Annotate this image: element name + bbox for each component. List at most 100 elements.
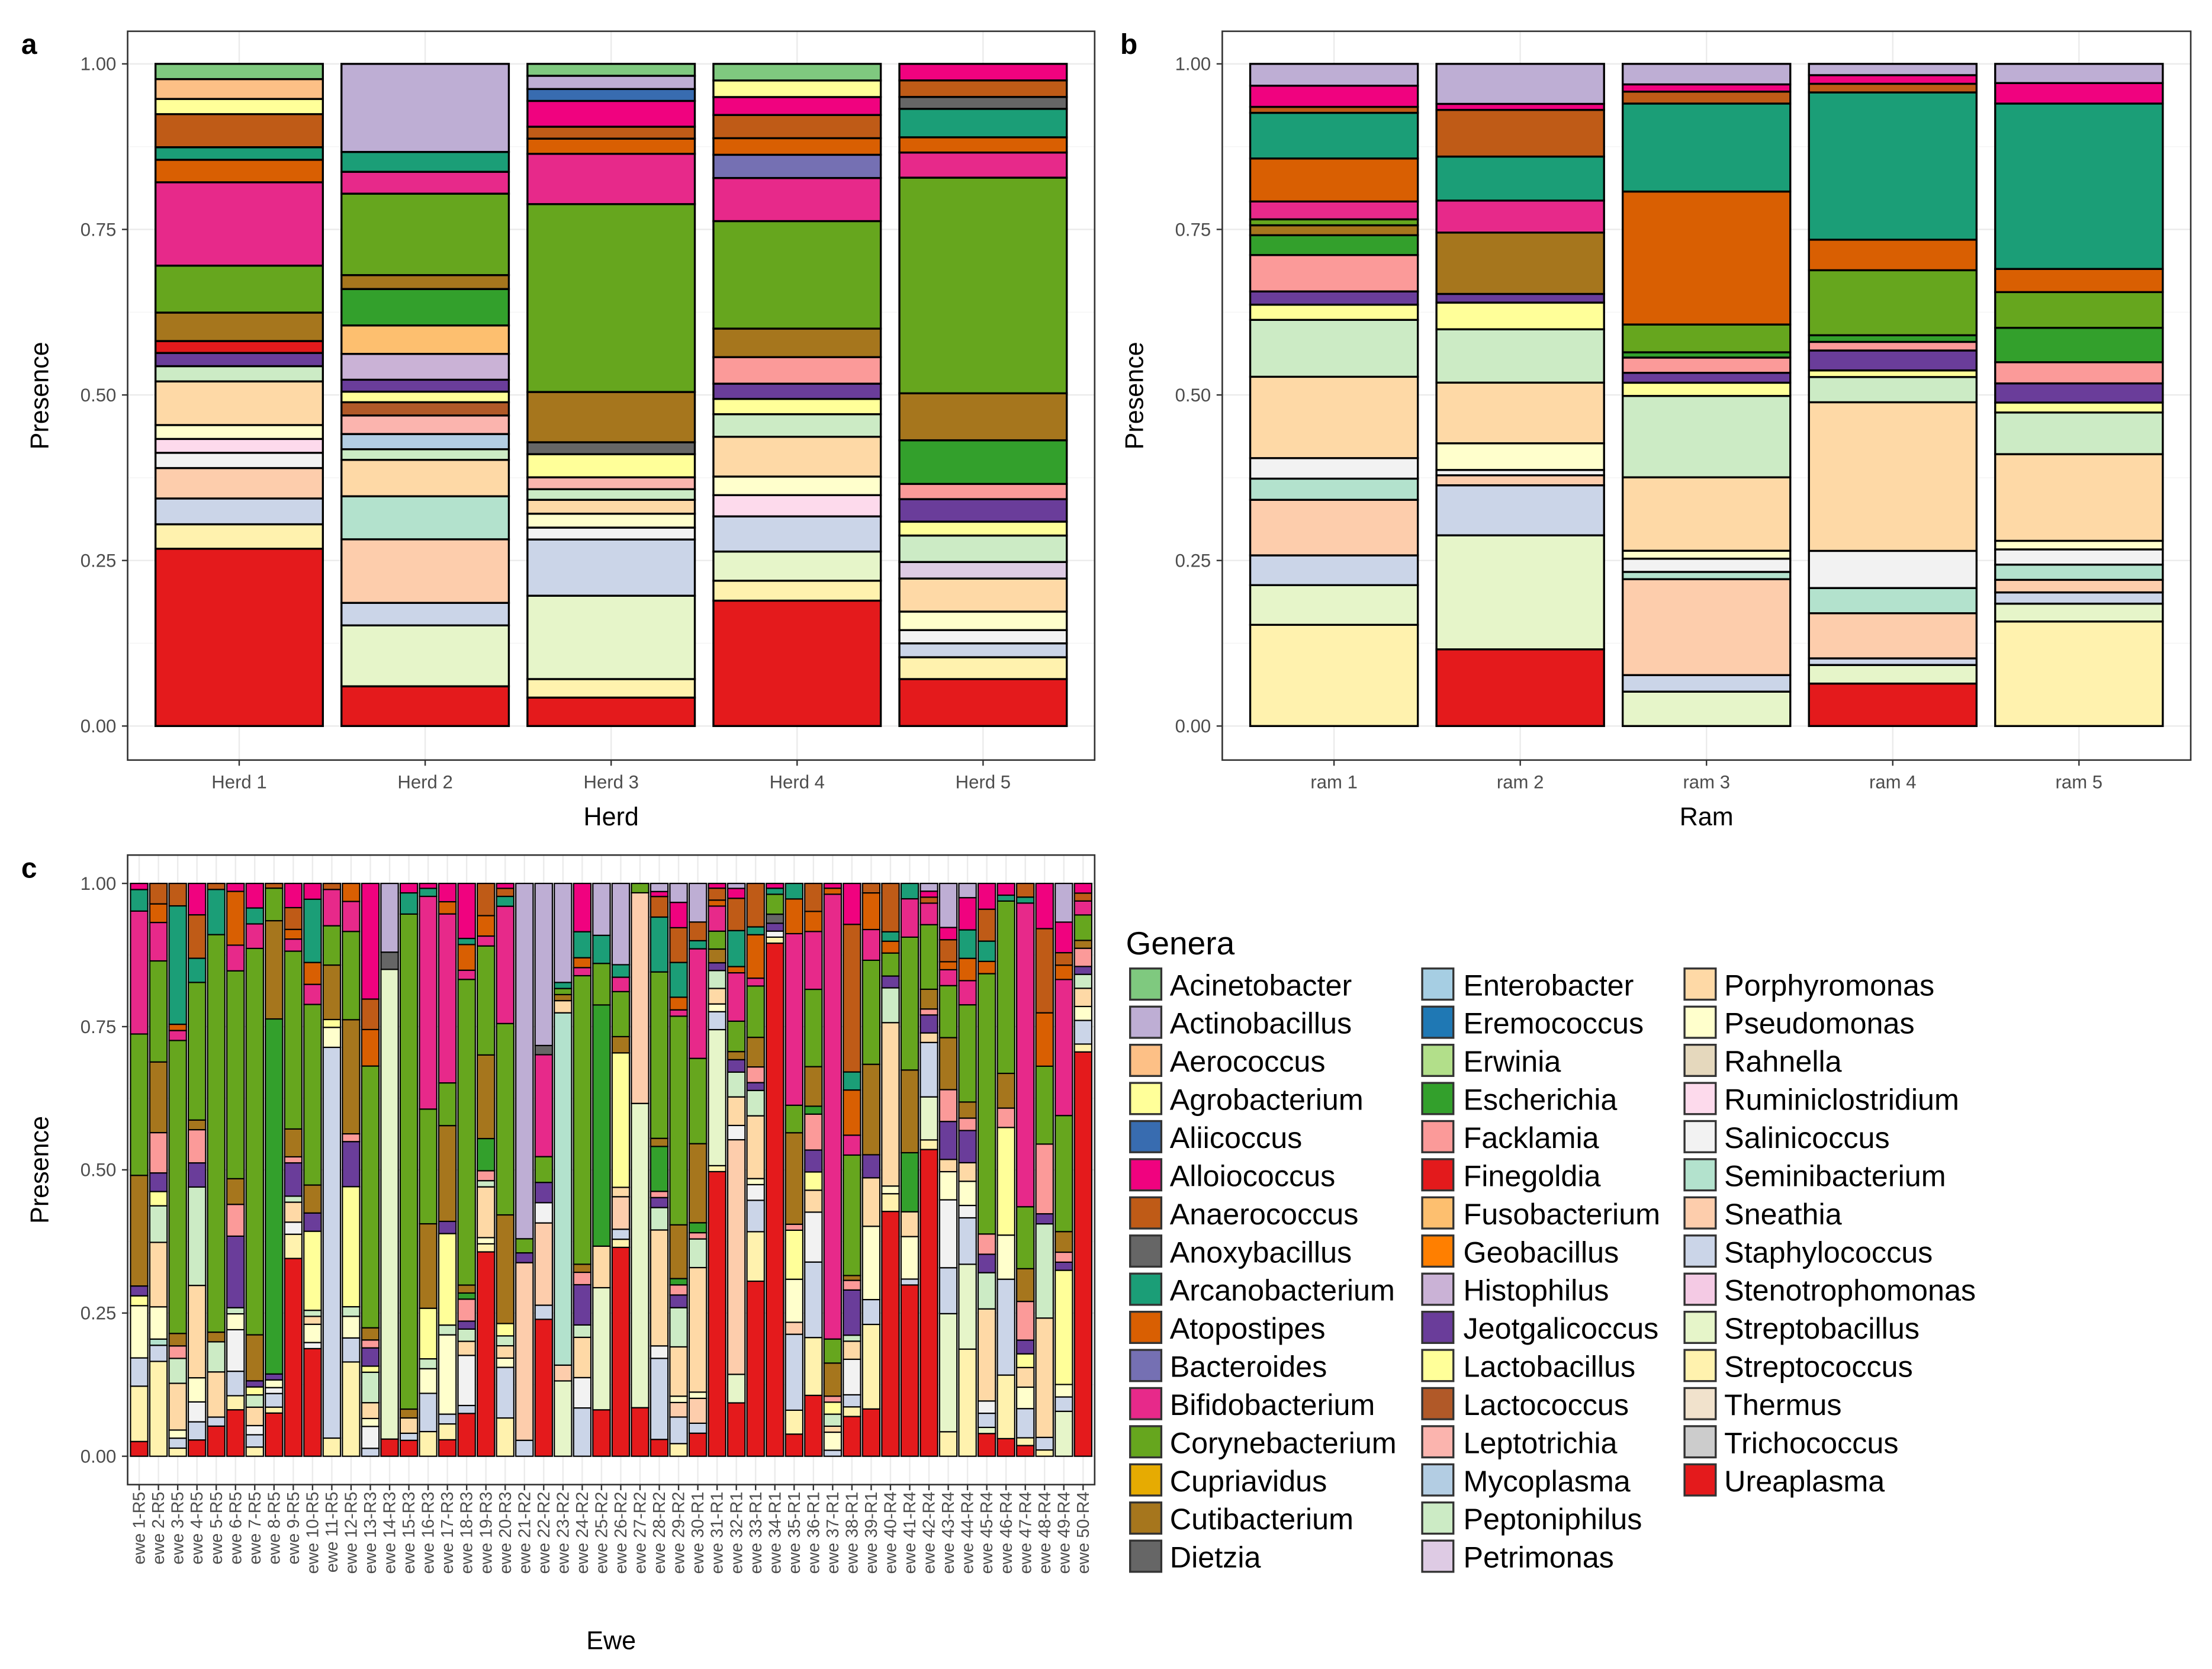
bar-segment-alloiococcus (1054, 921, 1073, 954)
stacked-bar (342, 883, 361, 1457)
bar-segment-agrobacterium (154, 98, 324, 115)
legend-item: Finegoldia (1421, 1158, 1601, 1192)
bar-segment-atopostipes (843, 1089, 861, 1136)
bar-segment-cutibacterium (419, 1223, 438, 1309)
bar-segment-lactobacillus (823, 1401, 843, 1415)
legend-label: Cutibacterium (1170, 1502, 1353, 1536)
bar-segment-jeotgalicoccus (881, 975, 900, 989)
bar-segment-pseudomonas (361, 1417, 380, 1427)
legend-item: Alloiococcus (1129, 1158, 1335, 1192)
bar-segment-ureaplasma (919, 1149, 938, 1457)
x-tick-label: ewe 46-R4 (997, 1492, 1016, 1574)
stacked-bar (340, 63, 510, 727)
stacked-bar (611, 883, 631, 1457)
bar-segment-atopostipes (573, 957, 592, 969)
bar-segment-anaerococcus (708, 887, 726, 901)
bar-segment-staphylococcus (399, 1432, 419, 1441)
bar-segment-jeotgalicoccus (1035, 1213, 1054, 1225)
bar-segment-peptoniphilus (977, 1272, 996, 1310)
stacked-bar (746, 883, 765, 1457)
bar-segment-streptobacillus (526, 594, 696, 680)
stacked-bar (187, 883, 207, 1457)
bar-segment-pseudomonas (1015, 1386, 1035, 1410)
bar-segment-atopostipes (1249, 157, 1419, 202)
bar-segment-staphylococcus (900, 1278, 919, 1286)
legend-label: Seminibacterium (1724, 1159, 1946, 1192)
bar-segment-anaerococcus (712, 114, 882, 140)
x-tick-label: ewe 4-R5 (188, 1492, 207, 1565)
bar-segment-facklamia (919, 1008, 938, 1016)
bar-segment-bifidobacterium (746, 977, 765, 987)
bar-segment-salinicoccus (726, 1124, 746, 1141)
bar-segment-lactobacillus (996, 1127, 1015, 1236)
bar-segment-alloiococcus (1073, 883, 1093, 894)
legend-item: Lactobacillus (1421, 1349, 1635, 1384)
legend-swatch (1421, 1234, 1455, 1268)
bar-segment-ureaplasma (712, 599, 882, 727)
legend-label: Alloiococcus (1170, 1159, 1335, 1192)
stacked-bar (1435, 63, 1605, 727)
bar-segment-porphyromonas (1994, 453, 2164, 542)
bar-segment-salinicoccus (187, 1401, 207, 1423)
bar-segment-ureaplasma (1015, 1445, 1035, 1457)
bar-segment-salinicoccus (526, 526, 696, 541)
bar-segment-staphylococcus (611, 1229, 631, 1240)
bar-segment-atopostipes (712, 137, 882, 156)
bar-segment-cutibacterium (1054, 1231, 1073, 1253)
bar-segment-anaerococcus (526, 126, 696, 140)
bar-segment-escherichia (340, 288, 510, 327)
bar-segment-staphylococcus (712, 515, 882, 553)
legend-label: Aerococcus (1170, 1044, 1326, 1078)
bar-segment-staphylococcus (958, 1217, 977, 1265)
bar-segment-anaerococcus (898, 79, 1068, 98)
legend-item: Staphylococcus (1683, 1234, 1933, 1269)
bar-segment-porphyromonas (726, 1096, 746, 1127)
bar-segment-porphyromonas (245, 1406, 264, 1426)
bar-segment-facklamia (688, 1232, 708, 1240)
legend-label: Mycoplasma (1464, 1464, 1631, 1498)
stacked-bar (457, 883, 476, 1457)
bar-segment-corynebacterium (592, 963, 611, 1006)
stacked-bar (996, 883, 1015, 1457)
legend-label: Eremococcus (1464, 1006, 1644, 1040)
bar-segment-atopostipes (149, 903, 168, 924)
bar-segment-actinobacillus (611, 883, 631, 966)
bar-segment-porphyromonas (476, 1186, 496, 1239)
bar-segment-lactobacillus (1994, 401, 2164, 414)
bar-segment-staphylococcus (187, 1421, 207, 1441)
bar-segment-atopostipes (154, 159, 324, 184)
bar-segment-jeotgalicoccus (265, 1373, 284, 1381)
bar-segment-peptoniphilus (340, 448, 510, 461)
x-tick-label: ewe 26-R2 (612, 1492, 631, 1574)
bar-segment-alloiococcus (996, 883, 1015, 896)
bar-segment-ureaplasma (611, 1246, 631, 1457)
bar-segment-corynebacterium (898, 176, 1068, 394)
bar-segment-pseudomonas (438, 1334, 457, 1415)
bar-segment-streptobacillus (592, 1287, 611, 1411)
bar-segment-staphylococcus (1073, 1020, 1093, 1045)
bar-segment-lactococcus (340, 401, 510, 417)
bar-segment-streptococcus (1035, 1449, 1054, 1457)
x-tick-label: Herd 1 (211, 772, 266, 793)
bar-segment-facklamia (1994, 361, 2164, 385)
bar-segment-alloiococcus (977, 883, 996, 910)
bar-segment-lactobacillus (130, 1295, 149, 1307)
bar-segment-actinobacillus (1994, 63, 2164, 84)
bar-segment-actinobacillus (1622, 63, 1792, 86)
bar-segment-anoxybacillus (898, 96, 1068, 110)
bar-segment-alloiococcus (823, 883, 843, 889)
x-tick-label: ewe 40-R4 (882, 1492, 901, 1574)
bar-segment-pseudomonas (226, 1313, 245, 1330)
bar-segment-anaerococcus (881, 883, 900, 932)
bar-segment-dietzia (766, 914, 785, 924)
bar-segment-cutibacterium (476, 1054, 496, 1140)
bar-segment-atopostipes (669, 996, 688, 1011)
bar-segment-sneathia (340, 538, 510, 604)
bar-segment-cutibacterium (938, 1037, 958, 1091)
stacked-bar (726, 883, 746, 1457)
y-tick-label: 0.75 (81, 219, 117, 240)
bar-segment-sneathia (154, 467, 324, 500)
legend-item: Sneathia (1683, 1196, 1842, 1231)
stacked-bar (708, 883, 726, 1457)
bar-segment-ureaplasma (207, 1425, 226, 1457)
